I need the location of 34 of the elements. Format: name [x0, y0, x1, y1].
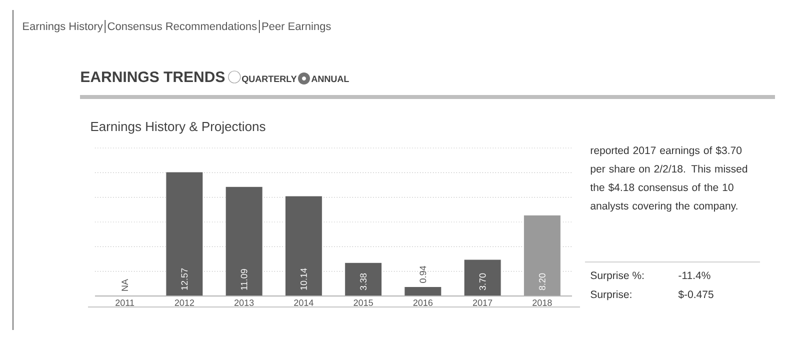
bar: [284, 196, 322, 296]
data-label: 12.57: [181, 268, 188, 290]
x-tick-label: 2016: [413, 300, 433, 306]
data-label: 8.20: [538, 273, 546, 290]
data-label: 10.14: [300, 268, 307, 290]
text: Surprise:: [590, 290, 632, 300]
bar: [404, 286, 442, 296]
text: $-0.475: [678, 290, 714, 299]
bar: [344, 262, 382, 296]
x-tick-label: 2017: [473, 300, 492, 306]
bar: [166, 172, 204, 296]
data-label: 0.94: [420, 266, 426, 283]
data-label: 11.09: [240, 269, 248, 290]
text: Earnings History: [23, 22, 103, 32]
text: ANNUAL: [311, 76, 349, 82]
text: QUARTERLY: [242, 76, 297, 84]
text: reported 2017 earnings of $3.70 per share on 2/2/18. This missed the $4.18 consensus of the 10 analysts covering the company.: [590, 146, 748, 212]
text: Consensus Recommendations: [108, 22, 257, 30]
text: Peer Earnings: [262, 22, 331, 32]
x-tick-label: 2012: [174, 300, 194, 306]
x-tick-label: 2011: [116, 300, 134, 306]
chart-title: Earnings History & Projections: [91, 122, 266, 134]
x-tick-label: 2013: [234, 300, 254, 306]
text: NA: [122, 278, 128, 291]
x-tick-label: 2015: [354, 300, 373, 306]
bar: [464, 259, 502, 296]
data-label: 3.38: [360, 273, 367, 290]
x-tick-label: 2014: [294, 300, 314, 306]
x-tick-label: 2018: [532, 300, 552, 306]
text: EARNINGS TRENDS: [81, 72, 225, 82]
text: Surprise %:: [590, 271, 644, 282]
text: -11.4%: [678, 272, 710, 280]
bar: [225, 186, 263, 296]
data-label: 3.70: [479, 273, 486, 290]
